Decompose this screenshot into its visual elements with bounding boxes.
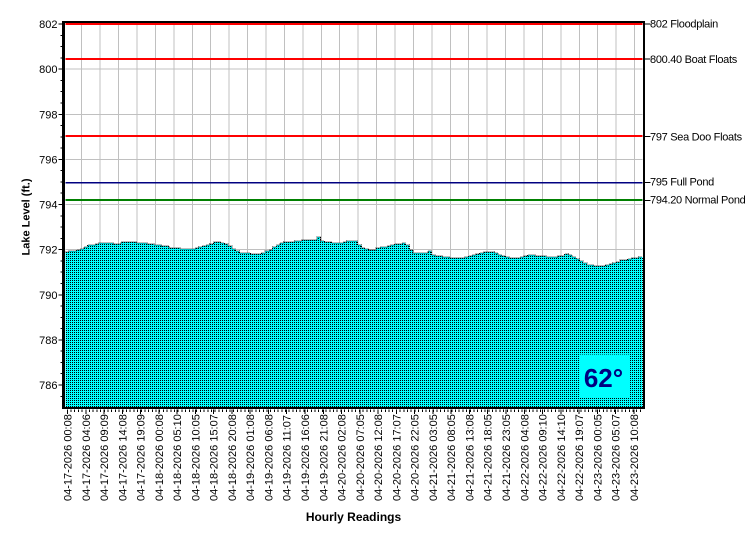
- svg-text:04-21-2026 13:08: 04-21-2026 13:08: [464, 414, 476, 501]
- svg-text:800: 800: [39, 64, 57, 76]
- svg-text:04-22-2026 19:07: 04-22-2026 19:07: [574, 414, 586, 501]
- svg-text:04-19-2026 11:07: 04-19-2026 11:07: [282, 415, 294, 501]
- svg-text:797 Sea Doo Floats: 797 Sea Doo Floats: [650, 131, 743, 143]
- svg-text:04-21-2026 08:05: 04-21-2026 08:05: [446, 414, 458, 501]
- svg-text:796: 796: [39, 154, 57, 166]
- svg-text:04-19-2026 21:08: 04-19-2026 21:08: [318, 414, 330, 501]
- svg-text:802: 802: [39, 19, 57, 31]
- svg-text:04-20-2026 02:08: 04-20-2026 02:08: [337, 414, 349, 501]
- svg-text:04-19-2026 06:08: 04-19-2026 06:08: [263, 414, 275, 501]
- svg-text:802 Floodplain: 802 Floodplain: [650, 19, 718, 31]
- svg-text:04-21-2026 03:05: 04-21-2026 03:05: [428, 414, 440, 501]
- svg-text:792: 792: [39, 245, 57, 257]
- svg-text:04-21-2026 18:05: 04-21-2026 18:05: [483, 414, 495, 501]
- svg-text:04-19-2026 01:08: 04-19-2026 01:08: [245, 414, 257, 501]
- svg-text:798: 798: [39, 109, 57, 121]
- svg-text:Lake Level (ft.): Lake Level (ft.): [21, 178, 33, 255]
- svg-text:795 Full Pond: 795 Full Pond: [650, 176, 714, 188]
- svg-text:04-18-2026 15:07: 04-18-2026 15:07: [209, 414, 221, 501]
- svg-text:04-17-2026 04:06: 04-17-2026 04:06: [81, 414, 93, 501]
- svg-text:62°: 62°: [584, 363, 623, 393]
- svg-text:04-20-2026 22:05: 04-20-2026 22:05: [410, 414, 422, 501]
- svg-text:04-17-2026 14:08: 04-17-2026 14:08: [117, 414, 129, 501]
- svg-text:04-20-2026 17:07: 04-20-2026 17:07: [391, 414, 403, 501]
- svg-text:04-17-2026 00:08: 04-17-2026 00:08: [63, 414, 75, 501]
- svg-text:04-22-2026 04:08: 04-22-2026 04:08: [519, 414, 531, 501]
- svg-text:788: 788: [39, 335, 57, 347]
- svg-text:04-18-2026 10:05: 04-18-2026 10:05: [190, 414, 202, 501]
- svg-text:04-17-2026 19:09: 04-17-2026 19:09: [136, 414, 148, 501]
- svg-text:04-23-2026 10:08: 04-23-2026 10:08: [629, 414, 641, 501]
- svg-text:04-21-2026 23:05: 04-21-2026 23:05: [501, 414, 513, 501]
- svg-text:04-22-2026 09:10: 04-22-2026 09:10: [538, 414, 550, 501]
- svg-text:04-20-2026 07:05: 04-20-2026 07:05: [355, 414, 367, 501]
- svg-text:790: 790: [39, 290, 57, 302]
- svg-text:04-18-2026 00:08: 04-18-2026 00:08: [154, 414, 166, 501]
- svg-text:800.40 Boat Floats: 800.40 Boat Floats: [650, 54, 738, 66]
- svg-text:04-23-2026 00:05: 04-23-2026 00:05: [592, 414, 604, 501]
- svg-text:04-22-2026 14:10: 04-22-2026 14:10: [556, 414, 568, 501]
- svg-text:794: 794: [39, 200, 57, 212]
- svg-text:04-18-2026 05:10: 04-18-2026 05:10: [172, 414, 184, 501]
- svg-text:794.20 Normal Pond: 794.20 Normal Pond: [650, 195, 746, 207]
- svg-text:04-19-2026 16:06: 04-19-2026 16:06: [300, 414, 312, 501]
- svg-text:04-17-2026 09:09: 04-17-2026 09:09: [99, 414, 111, 501]
- svg-text:04-23-2026 05:07: 04-23-2026 05:07: [611, 414, 623, 501]
- svg-text:Hourly Readings: Hourly Readings: [306, 510, 402, 524]
- svg-text:786: 786: [39, 380, 57, 392]
- svg-text:04-20-2026 12:08: 04-20-2026 12:08: [373, 414, 385, 501]
- svg-text:04-18-2026 20:08: 04-18-2026 20:08: [227, 414, 239, 501]
